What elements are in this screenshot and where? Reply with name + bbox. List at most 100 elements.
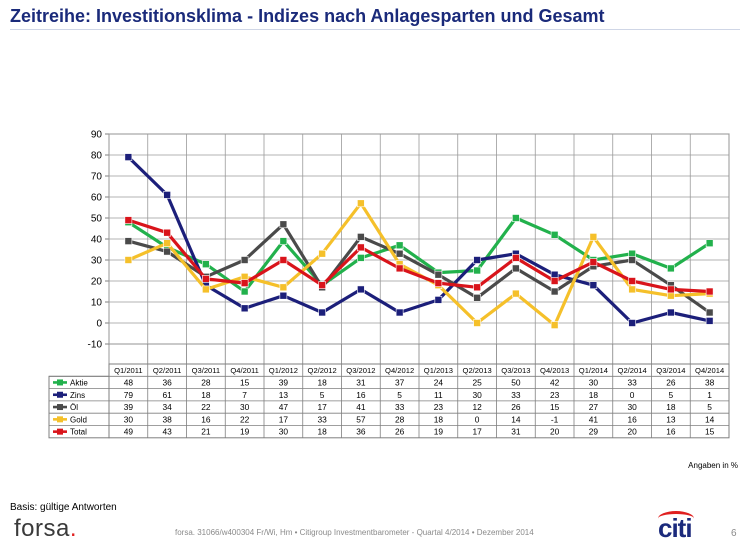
table-cell-value: 34	[162, 402, 172, 412]
table-cell-value: 22	[201, 402, 211, 412]
table-cell-value: 18	[317, 377, 327, 387]
table-cell-value: 5	[669, 390, 674, 400]
data-point	[705, 287, 714, 296]
table-cell-value: 0	[630, 390, 635, 400]
data-point	[279, 256, 288, 264]
table-cell-value: 13	[666, 414, 676, 424]
table-cell-value: 33	[511, 390, 521, 400]
table-cell-value: 49	[124, 427, 134, 437]
table-cell-value: 17	[472, 427, 482, 437]
data-point	[628, 249, 636, 258]
data-point	[318, 308, 326, 317]
data-point	[202, 285, 210, 294]
footer-text: forsa. 31066/w400304 Fr/Wi, Hm • Citigro…	[175, 528, 534, 537]
data-point	[318, 249, 326, 258]
table-cell-value: 20	[627, 427, 637, 437]
table-cell-value: 0	[475, 414, 480, 424]
legend-series-name: Zins	[70, 391, 85, 400]
unit-note: Angaben in %	[688, 461, 738, 470]
table-cell-value: 18	[589, 390, 599, 400]
table-cell-value: 5	[397, 390, 402, 400]
table-cell-value: 5	[707, 402, 712, 412]
x-tick-label: Q1/2011	[114, 366, 143, 375]
table-cell-value: 18	[434, 414, 444, 424]
page-number: 6	[731, 528, 737, 539]
table-cell-value: 5	[320, 390, 325, 400]
table-cell-value: 26	[666, 377, 676, 387]
data-point	[434, 296, 443, 304]
table-cell-value: 30	[240, 402, 250, 412]
table-cell-value: 16	[201, 414, 211, 424]
table-cell-value: 61	[162, 390, 172, 400]
data-point	[395, 264, 404, 273]
data-point	[473, 266, 481, 275]
x-tick-label: Q3/2011	[192, 366, 221, 375]
citi-arc-icon	[658, 511, 694, 526]
table-cell-value: 15	[705, 427, 715, 437]
table-cell-value: 12	[472, 402, 482, 412]
table-cell-value: 38	[705, 377, 715, 387]
data-point	[163, 247, 171, 256]
table-cell-value: 31	[356, 377, 366, 387]
table-cell-value: 50	[511, 377, 521, 387]
data-point	[705, 317, 714, 325]
series-line	[127, 218, 710, 294]
y-tick-label: 40	[91, 235, 103, 246]
table-cell-value: 37	[395, 377, 405, 387]
data-point	[395, 241, 404, 250]
x-tick-label: Q2/2012	[308, 366, 337, 375]
table-cell-value: 16	[356, 390, 366, 400]
legend-series-name: Total	[70, 428, 87, 437]
data-point	[589, 233, 598, 241]
data-point	[240, 272, 249, 281]
basis-note: Basis: gültige Antworten	[10, 502, 117, 513]
data-point	[473, 293, 481, 302]
table-cell-value: 26	[511, 402, 521, 412]
data-point	[124, 256, 133, 264]
table-cell-value: 36	[356, 427, 366, 437]
data-point	[512, 214, 520, 222]
x-tick-label: Q2/2013	[463, 366, 492, 375]
legend-series-name: Aktie	[70, 378, 88, 387]
table-cell-value: 22	[240, 414, 250, 424]
legend-key-marker	[57, 416, 63, 423]
table-cell-value: 16	[627, 414, 637, 424]
table-cell-value: 17	[317, 402, 327, 412]
x-tick-label: Q3/2012	[346, 366, 375, 375]
data-point	[667, 308, 675, 317]
table-cell-value: 25	[472, 377, 482, 387]
data-point	[279, 237, 288, 245]
y-tick-label: 70	[91, 172, 103, 183]
data-point	[357, 285, 365, 294]
table-cell-value: 29	[589, 427, 599, 437]
table-cell-value: 31	[511, 427, 521, 437]
data-point	[395, 249, 404, 258]
data-point	[667, 285, 675, 294]
y-tick-label: 20	[91, 277, 103, 288]
table-cell-value: 57	[356, 414, 366, 424]
table-cell-value: 14	[511, 414, 521, 424]
x-tick-label: Q1/2012	[269, 366, 298, 375]
table-cell-value: 24	[434, 377, 444, 387]
table-cell-value: 11	[434, 390, 443, 400]
data-point	[279, 291, 288, 300]
data-point	[395, 308, 404, 317]
series-line	[127, 155, 710, 325]
data-point	[434, 279, 443, 287]
table-cell-value: 17	[279, 414, 289, 424]
data-point	[240, 287, 249, 296]
table-cell-value: 79	[124, 390, 134, 400]
table-cell-value: 41	[356, 402, 366, 412]
data-point	[357, 254, 365, 262]
data-point	[512, 289, 520, 298]
table-cell-value: 36	[162, 377, 172, 387]
data-point	[434, 270, 443, 279]
table-cell-value: 16	[666, 427, 676, 437]
data-point	[163, 239, 171, 247]
x-tick-label: Q3/2014	[656, 366, 685, 375]
data-point	[550, 287, 559, 296]
table-cell-value: 33	[627, 377, 637, 387]
legend-key-marker	[57, 428, 63, 435]
y-tick-label: 30	[91, 256, 103, 267]
table-cell-value: 21	[201, 427, 211, 437]
